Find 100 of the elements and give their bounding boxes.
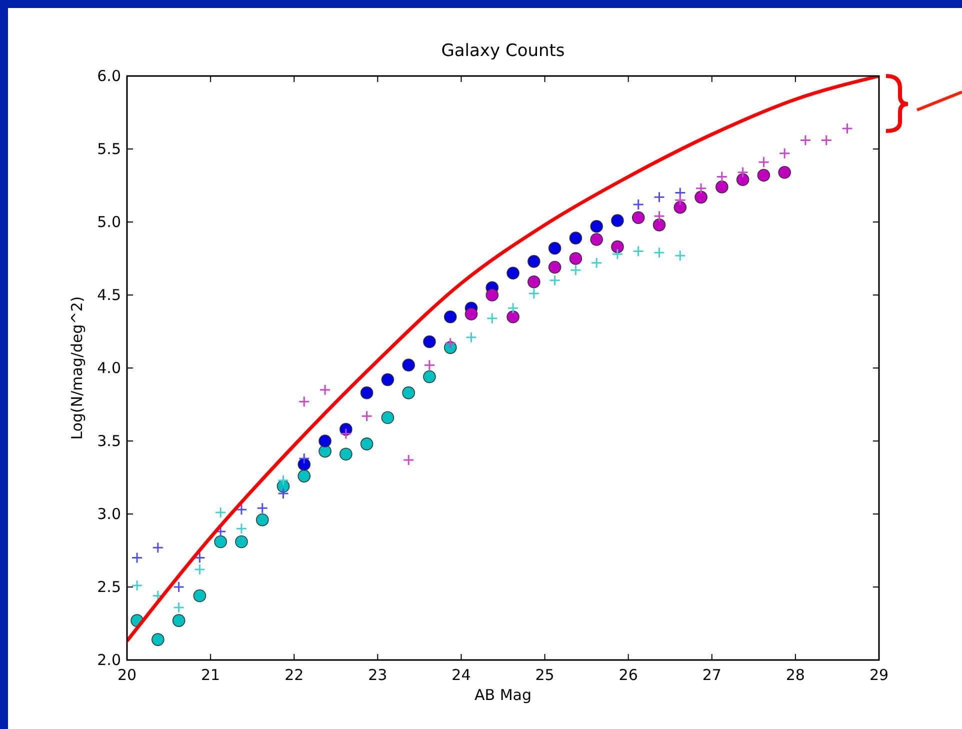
point [466, 332, 477, 344]
point [236, 522, 248, 534]
point [486, 288, 499, 302]
point [486, 312, 498, 324]
point [800, 134, 812, 146]
point [319, 384, 331, 396]
point [757, 168, 770, 182]
point [152, 633, 164, 646]
point [736, 173, 750, 186]
point [402, 454, 414, 466]
point [674, 194, 686, 206]
point [549, 274, 561, 286]
point [402, 358, 415, 372]
point [569, 252, 582, 265]
point [716, 170, 728, 182]
point [652, 218, 666, 232]
x-tick-label: 26 [618, 666, 638, 684]
point [569, 232, 582, 244]
point [632, 198, 644, 210]
point [716, 180, 728, 194]
x-tick-label: 27 [702, 666, 722, 684]
point [423, 335, 436, 348]
point [402, 386, 415, 400]
point [674, 201, 687, 214]
y-tick-label: 5.0 [97, 213, 121, 231]
x-tick-label: 28 [786, 666, 805, 684]
point [528, 288, 540, 300]
point [298, 396, 310, 408]
point [278, 474, 289, 486]
point [778, 148, 790, 160]
x-tick-label: 29 [869, 666, 889, 684]
point [236, 504, 248, 516]
point [235, 535, 248, 548]
point [360, 386, 374, 400]
y-tick-label: 4.0 [97, 359, 121, 377]
point [173, 602, 185, 614]
x-tick-label: 25 [535, 666, 554, 684]
point [528, 275, 540, 288]
point [820, 134, 832, 146]
point [737, 166, 749, 178]
point [506, 310, 520, 324]
x-tick-label: 24 [452, 666, 471, 684]
point [152, 542, 164, 554]
y-tick-label: 5.5 [97, 140, 121, 158]
point [842, 122, 853, 134]
point [570, 264, 582, 276]
point [194, 564, 206, 576]
point [340, 448, 352, 461]
point [590, 220, 603, 233]
y-tick-label: 3.0 [97, 505, 121, 523]
point [758, 156, 770, 168]
point [381, 411, 394, 424]
point [360, 438, 374, 450]
y-tick-label: 2.5 [97, 578, 121, 596]
point [464, 308, 478, 320]
point [632, 245, 644, 257]
point [590, 233, 603, 246]
point [611, 240, 624, 254]
x-tick-label: 22 [284, 666, 304, 684]
point [548, 242, 562, 255]
point [590, 257, 602, 269]
y-tick-label: 6.0 [97, 67, 121, 85]
point [298, 470, 311, 482]
point [256, 502, 268, 514]
point [381, 373, 394, 386]
point [172, 614, 186, 627]
point [214, 535, 227, 548]
point [444, 310, 457, 324]
point [318, 434, 332, 448]
point [298, 452, 310, 464]
chart-title: Galaxy Counts [441, 41, 565, 61]
x-tick-label: 20 [117, 666, 137, 684]
point [131, 552, 143, 564]
point [654, 210, 665, 222]
y-tick-label: 2.0 [97, 651, 121, 669]
point [674, 250, 686, 262]
point [340, 428, 352, 440]
point [131, 580, 143, 592]
x-axis-title: AB Mag [474, 686, 532, 704]
point [214, 506, 226, 518]
line-series [127, 76, 879, 643]
point [778, 166, 791, 179]
point [548, 260, 562, 274]
point [654, 246, 665, 258]
x-tick-label: 21 [201, 666, 220, 684]
x-tick-label: 23 [368, 666, 388, 684]
y-tick-label: 3.5 [97, 432, 121, 450]
point [423, 370, 436, 384]
y-tick-label: 4.5 [97, 286, 121, 304]
point [173, 581, 185, 593]
point [444, 337, 456, 349]
point [612, 248, 624, 260]
point [507, 302, 519, 314]
point [694, 190, 708, 204]
point [632, 211, 645, 224]
y-axis-title: Log(N/mag/deg^2) [68, 296, 86, 440]
point [528, 255, 540, 268]
point [654, 191, 665, 203]
point [424, 359, 436, 371]
point [361, 410, 373, 422]
